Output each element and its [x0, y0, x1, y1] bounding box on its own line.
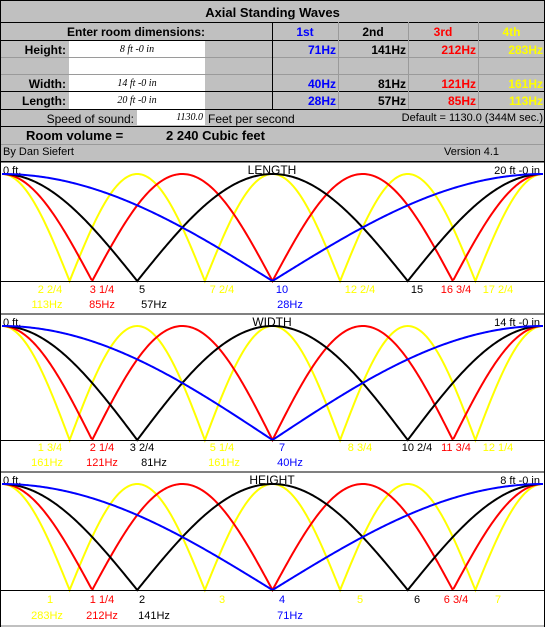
grid-line: [338, 22, 339, 109]
length-null-label: 10: [276, 284, 288, 296]
height-freq-label: 141Hz: [138, 610, 170, 622]
width-mode-2-curve: [1, 324, 544, 442]
col-header-4th: 4th: [502, 25, 521, 39]
length-mode-2-curve: [1, 172, 544, 283]
length-null-label: 12 2/4: [345, 284, 376, 296]
length-null-label: 3 1/4: [90, 284, 114, 296]
grid-line: [0, 126, 545, 127]
width-null-label: 12 1/4: [483, 442, 514, 454]
height-freq-1: 71Hz: [307, 43, 336, 57]
grid-line: [0, 144, 545, 145]
width-null-label: 1 3/4: [38, 442, 62, 454]
width-null-label: 10 2/4: [402, 442, 433, 454]
app-title: Axial Standing Waves: [205, 5, 340, 20]
height-null-label: 4: [279, 594, 285, 606]
height-null-label: 7: [495, 594, 501, 606]
speed-label: Speed of sound:: [46, 112, 134, 126]
width-freq-label: 161Hz: [31, 457, 63, 469]
length-null-label: 15: [411, 284, 423, 296]
length-label: Length:: [22, 94, 66, 108]
width-freq-4: 161Hz: [508, 77, 543, 91]
width-null-label: 7: [279, 442, 285, 454]
height-freq-label: 212Hz: [86, 610, 118, 622]
height-null-label: 6: [414, 594, 420, 606]
width-label: Width:: [28, 77, 66, 91]
length-null-label: 17 2/4: [483, 284, 514, 296]
length-freq-2: 57Hz: [377, 94, 406, 108]
length-freq-3: 85Hz: [447, 94, 476, 108]
height-freq-2: 141Hz: [371, 43, 406, 57]
grid-line: [0, 109, 545, 110]
height-null-label: 6 3/4: [444, 594, 468, 606]
length-null-label: 5: [139, 284, 145, 296]
width-null-label: 3 2/4: [130, 442, 154, 454]
speed-input[interactable]: 1130.0: [176, 112, 203, 123]
length-input[interactable]: 20 ft -0 in: [117, 95, 157, 106]
author-credit: By Dan Siefert: [3, 146, 74, 158]
length-null-label: 16 3/4: [441, 284, 472, 296]
speed-unit: Feet per second: [208, 112, 295, 126]
width-freq-3: 121Hz: [441, 77, 476, 91]
speed-input-box: [137, 110, 205, 125]
grid-line: [408, 22, 409, 109]
length-freq-label: 85Hz: [89, 299, 115, 311]
height-null-label: 2: [139, 594, 145, 606]
length-freq-1: 28Hz: [307, 94, 336, 108]
width-graph-title: WIDTH: [252, 315, 291, 329]
length-freq-4: 113Hz: [508, 94, 543, 108]
grid-line: [272, 22, 273, 109]
version-label: Version 4.1: [444, 146, 500, 158]
width-null-label: 2 1/4: [90, 442, 114, 454]
length-null-label: 2 2/4: [38, 284, 62, 296]
height-input[interactable]: 8 ft -0 in: [119, 44, 155, 55]
volume-label: Room volume =: [26, 128, 124, 143]
grid-line: [0, 0, 545, 1]
height-null-label: 3: [219, 594, 225, 606]
width-freq-label: 40Hz: [277, 457, 303, 469]
width-null-label: 5 1/4: [210, 442, 234, 454]
height-graph-title: HEIGHT: [249, 473, 295, 487]
height-freq-3: 212Hz: [441, 43, 476, 57]
length-graph-title: LENGTH: [248, 163, 297, 177]
height-null-label: 1 1/4: [90, 594, 114, 606]
width-null-label: 8 3/4: [348, 442, 372, 454]
width-null-label: 11 3/4: [441, 442, 471, 454]
height-freq-label: 283Hz: [31, 610, 63, 622]
height-mode-2-curve: [1, 482, 544, 592]
volume-value: 2 240 Cubic feet: [166, 128, 265, 143]
width-freq-label: 81Hz: [141, 457, 167, 469]
width-freq-label: 121Hz: [86, 457, 118, 469]
height-null-label: 5: [357, 594, 363, 606]
grid-line: [478, 22, 479, 109]
width-freq-1: 40Hz: [307, 77, 336, 91]
height-label: Height:: [24, 43, 66, 57]
inputs-heading: Enter room dimensions:: [66, 25, 206, 39]
length-null-label: 7 2/4: [210, 284, 234, 296]
col-header-3rd: 3rd: [433, 25, 453, 39]
col-header-2nd: 2nd: [362, 25, 384, 39]
height-freq-label: 71Hz: [277, 610, 303, 622]
length-freq-label: 28Hz: [277, 299, 303, 311]
width-freq-label: 161Hz: [208, 457, 240, 469]
height-null-label: 1: [47, 594, 53, 606]
length-freq-label: 113Hz: [32, 299, 63, 311]
speed-default: Default = 1130.0 (344M sec.): [401, 112, 543, 124]
height-freq-4: 283Hz: [508, 43, 543, 57]
width-freq-2: 81Hz: [377, 77, 406, 91]
length-freq-label: 57Hz: [141, 299, 167, 311]
col-header-1st: 1st: [296, 25, 314, 39]
width-input[interactable]: 14 ft -0 in: [117, 78, 157, 89]
